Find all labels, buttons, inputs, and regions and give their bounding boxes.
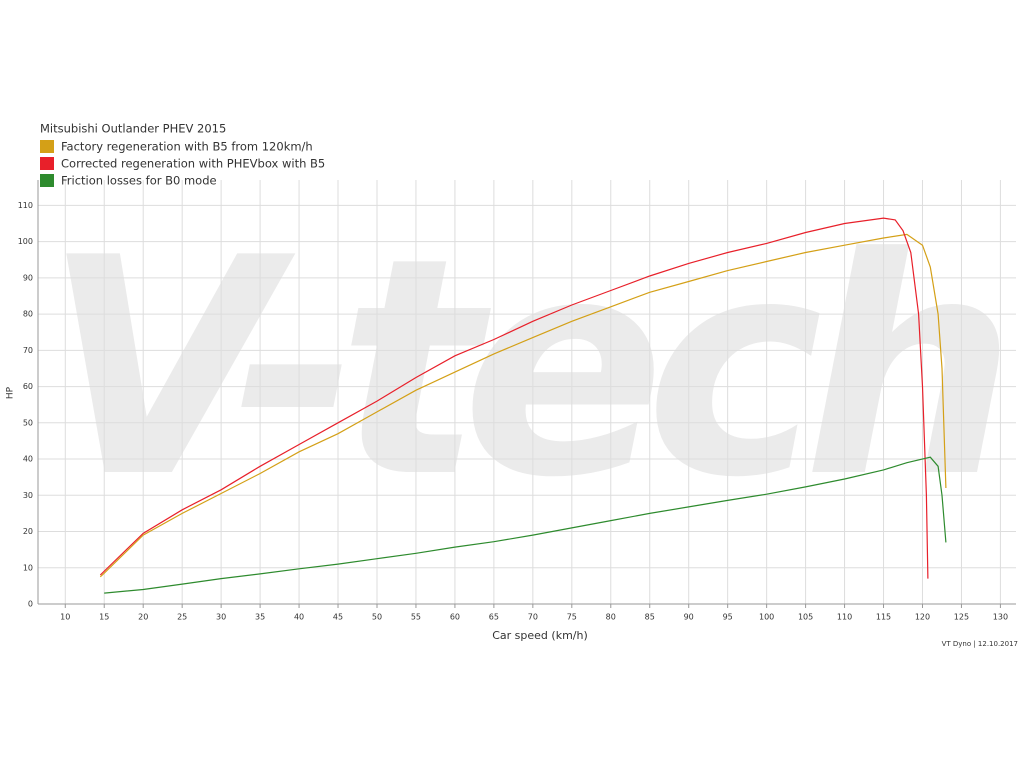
series-line: [99, 233, 947, 578]
x-tick-label: 110: [837, 613, 852, 622]
y-tick-label: 60: [23, 382, 33, 391]
x-tick-label: 65: [489, 613, 499, 622]
x-tick-label: 45: [333, 613, 343, 622]
y-tick-label: 20: [23, 527, 33, 536]
x-tick-label: 70: [528, 613, 538, 622]
x-tick-label: 75: [567, 613, 577, 622]
legend-label: Factory regeneration with B5 from 120km/…: [61, 140, 313, 154]
legend-label: Corrected regeneration with PHEVbox with…: [61, 157, 325, 171]
x-tick-label: 80: [606, 613, 616, 622]
y-tick-label: 70: [23, 346, 33, 355]
x-tick-label: 40: [294, 613, 304, 622]
x-tick-label: 55: [411, 613, 421, 622]
y-tick-label: 80: [23, 310, 33, 319]
chart-title: Mitsubishi Outlander PHEV 2015: [40, 122, 226, 136]
x-tick-label: 60: [450, 613, 460, 622]
x-tick-label: 100: [759, 613, 774, 622]
x-axis-label: Car speed (km/h): [492, 629, 588, 642]
x-tick-label: 120: [915, 613, 930, 622]
x-tick-label: 30: [216, 613, 226, 622]
legend-swatch: [40, 157, 54, 170]
x-tick-label: 20: [138, 613, 148, 622]
x-tick-label: 10: [60, 613, 70, 622]
footer: VT Dyno | 12.10.2017: [942, 640, 1018, 648]
x-tick-label: 115: [876, 613, 891, 622]
legend-swatch: [40, 174, 54, 187]
x-tick-label: 15: [99, 613, 109, 622]
legend-label: Friction losses for B0 mode: [61, 174, 217, 188]
y-tick-label: 50: [23, 418, 33, 427]
watermark: V-tech: [43, 194, 999, 543]
x-tick-label: 130: [993, 613, 1008, 622]
y-tick-label: 90: [23, 273, 33, 282]
x-tick-label: 35: [255, 613, 265, 622]
y-tick-label: 100: [18, 237, 33, 246]
y-tick-label: 110: [18, 201, 33, 210]
x-tick-label: 95: [723, 613, 733, 622]
y-tick-label: 10: [23, 563, 33, 572]
x-tick-label: 90: [684, 613, 694, 622]
x-tick-label: 105: [798, 613, 813, 622]
y-tick-label: 0: [28, 600, 33, 609]
x-tick-label: 25: [177, 613, 187, 622]
y-tick-label: 40: [23, 455, 33, 464]
series-line: [104, 456, 947, 594]
x-tick-label: 50: [372, 613, 382, 622]
x-tick-label: 125: [954, 613, 969, 622]
y-axis-label: HP: [6, 386, 16, 399]
y-tick-label: 30: [23, 491, 33, 500]
series-line: [99, 217, 929, 579]
legend-swatch: [40, 140, 54, 153]
x-tick-label: 85: [645, 613, 655, 622]
